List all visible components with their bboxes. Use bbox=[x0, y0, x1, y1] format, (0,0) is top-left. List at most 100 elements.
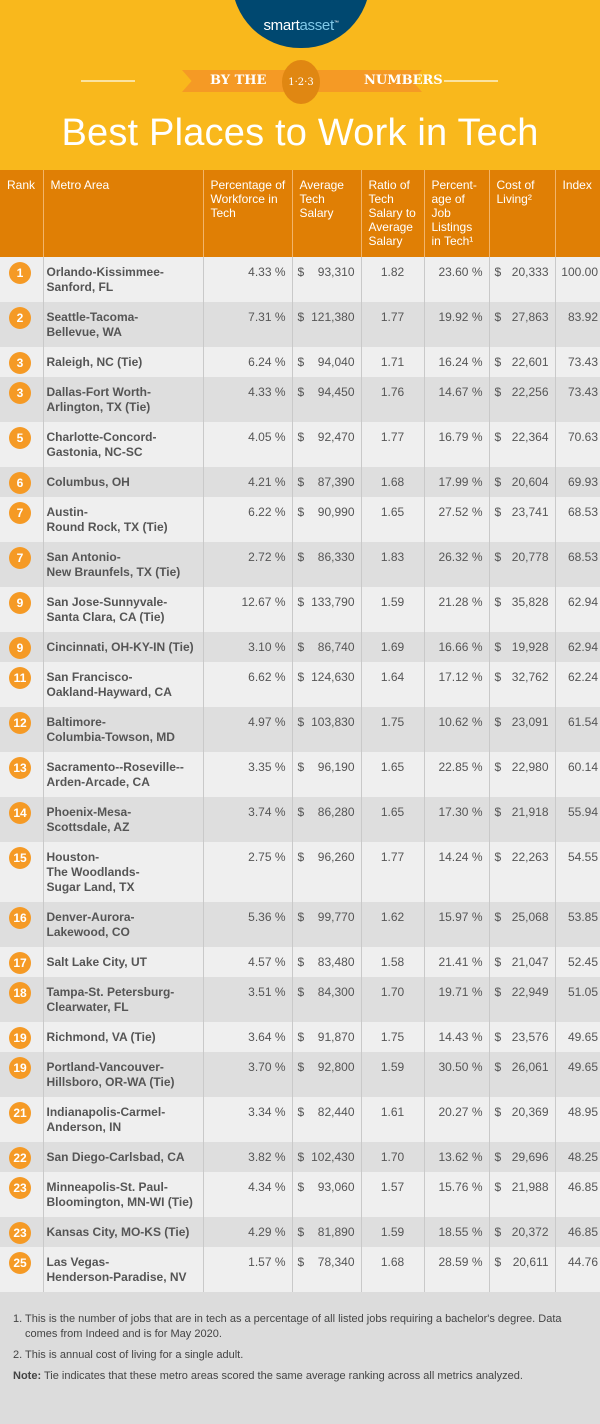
pct-workforce: 3.51 % bbox=[202, 977, 292, 1022]
avg-salary-cell: $103,830 bbox=[291, 707, 361, 752]
rank-badge: 19 bbox=[9, 1027, 31, 1049]
currency: $ bbox=[297, 1030, 305, 1044]
avg-salary: 99,770 bbox=[317, 910, 355, 924]
table-row: 7 San Antonio- New Braunfels, TX (Tie) 2… bbox=[0, 542, 600, 587]
index-score: 46.85 bbox=[554, 1217, 600, 1247]
logo-text-accent: asset bbox=[299, 17, 334, 34]
table-row: 3 Dallas-Fort Worth- Arlington, TX (Tie)… bbox=[0, 377, 600, 422]
index-score: 73.43 bbox=[554, 377, 600, 422]
logo-text: smart bbox=[263, 17, 300, 34]
currency: $ bbox=[297, 475, 305, 489]
rankings-table: Rank Metro Area Percentage of Workforce … bbox=[0, 170, 600, 1292]
index-score: 73.43 bbox=[554, 347, 600, 377]
job-listings-pct: 20.27 % bbox=[423, 1097, 489, 1142]
job-listings-pct: 17.12 % bbox=[423, 662, 489, 707]
banner-right-text: NUMBERS bbox=[364, 73, 443, 88]
metro-area: Charlotte-Concord- Gastonia, NC-SC bbox=[42, 422, 203, 467]
rank-badge: 7 bbox=[9, 547, 31, 569]
cost-of-living-cell: $23,576 bbox=[488, 1022, 555, 1052]
divider-left bbox=[81, 80, 135, 82]
metro-area: Sacramento--Roseville-- Arden-Arcade, CA bbox=[42, 752, 203, 797]
note-text: Tie indicates that these metro areas sco… bbox=[41, 1370, 523, 1382]
cost-of-living-cell: $20,372 bbox=[488, 1217, 555, 1247]
pct-workforce: 4.05 % bbox=[202, 422, 292, 467]
currency: $ bbox=[494, 385, 502, 399]
avg-salary: 82,440 bbox=[317, 1105, 355, 1119]
col-cost-of-living: Cost of Living² bbox=[488, 170, 555, 257]
rank-cell: 3 bbox=[0, 377, 43, 422]
job-listings-pct: 21.28 % bbox=[423, 587, 489, 632]
salary-ratio: 1.68 bbox=[360, 467, 424, 497]
cost-of-living-cell: $25,068 bbox=[488, 902, 555, 947]
rank-badge: 23 bbox=[9, 1222, 31, 1244]
cost-of-living-cell: $35,828 bbox=[488, 587, 555, 632]
job-listings-pct: 19.92 % bbox=[423, 302, 489, 347]
footnote-text: This is the number of jobs that are in t… bbox=[25, 1313, 562, 1340]
rank-badge: 12 bbox=[9, 712, 31, 734]
metro-area: Kansas City, MO-KS (Tie) bbox=[42, 1217, 203, 1247]
cost-of-living-cell: $22,980 bbox=[488, 752, 555, 797]
metro-area: Indianapolis-Carmel- Anderson, IN bbox=[42, 1097, 203, 1142]
avg-salary-cell: $93,310 bbox=[291, 257, 361, 302]
avg-salary: 92,800 bbox=[317, 1060, 355, 1074]
rank-badge: 22 bbox=[9, 1147, 31, 1169]
rank-badge: 25 bbox=[9, 1252, 31, 1274]
currency: $ bbox=[297, 1255, 305, 1269]
job-listings-pct: 21.41 % bbox=[423, 947, 489, 977]
rank-cell: 21 bbox=[0, 1097, 43, 1142]
avg-salary-cell: $99,770 bbox=[291, 902, 361, 947]
rank-cell: 7 bbox=[0, 542, 43, 587]
currency: $ bbox=[297, 1150, 305, 1164]
metro-area: Portland-Vancouver- Hillsboro, OR-WA (Ti… bbox=[42, 1052, 203, 1097]
avg-salary-cell: $91,870 bbox=[291, 1022, 361, 1052]
cost-of-living: 32,762 bbox=[511, 670, 549, 684]
currency: $ bbox=[297, 430, 305, 444]
table-header: Rank Metro Area Percentage of Workforce … bbox=[0, 170, 600, 257]
avg-salary: 96,190 bbox=[317, 760, 355, 774]
table-row: 19 Portland-Vancouver- Hillsboro, OR-WA … bbox=[0, 1052, 600, 1097]
avg-salary-cell: $94,450 bbox=[291, 377, 361, 422]
job-listings-pct: 23.60 % bbox=[423, 257, 489, 302]
table-row: 5 Charlotte-Concord- Gastonia, NC-SC 4.0… bbox=[0, 422, 600, 467]
index-score: 70.63 bbox=[554, 422, 600, 467]
avg-salary-cell: $83,480 bbox=[291, 947, 361, 977]
pct-workforce: 6.62 % bbox=[202, 662, 292, 707]
metro-area: Salt Lake City, UT bbox=[42, 947, 203, 977]
avg-salary: 86,330 bbox=[317, 550, 355, 564]
salary-ratio: 1.59 bbox=[360, 1217, 424, 1247]
avg-salary: 87,390 bbox=[317, 475, 355, 489]
rank-cell: 18 bbox=[0, 977, 43, 1022]
table-row: 19 Richmond, VA (Tie) 3.64 % $91,870 1.7… bbox=[0, 1022, 600, 1052]
currency: $ bbox=[297, 385, 305, 399]
cost-of-living-cell: $20,611 bbox=[488, 1247, 555, 1292]
avg-salary: 124,630 bbox=[311, 670, 355, 684]
salary-ratio: 1.57 bbox=[360, 1172, 424, 1217]
table-row: 16 Denver-Aurora- Lakewood, CO 5.36 % $9… bbox=[0, 902, 600, 947]
pct-workforce: 1.57 % bbox=[202, 1247, 292, 1292]
cost-of-living: 23,741 bbox=[511, 505, 549, 519]
rank-cell: 2 bbox=[0, 302, 43, 347]
rank-badge: 6 bbox=[9, 472, 31, 494]
metro-area: Cincinnati, OH-KY-IN (Tie) bbox=[42, 632, 203, 662]
job-listings-pct: 13.62 % bbox=[423, 1142, 489, 1172]
metro-area: San Jose-Sunnyvale- Santa Clara, CA (Tie… bbox=[42, 587, 203, 632]
rank-badge: 7 bbox=[9, 502, 31, 524]
currency: $ bbox=[297, 640, 305, 654]
cost-of-living: 27,863 bbox=[511, 310, 549, 324]
job-listings-pct: 26.32 % bbox=[423, 542, 489, 587]
currency: $ bbox=[494, 1255, 502, 1269]
cost-of-living-cell: $20,369 bbox=[488, 1097, 555, 1142]
rank-badge: 3 bbox=[9, 382, 31, 404]
rank-badge: 23 bbox=[9, 1177, 31, 1199]
rank-cell: 11 bbox=[0, 662, 43, 707]
currency: $ bbox=[494, 1180, 502, 1194]
table-row: 25 Las Vegas- Henderson-Paradise, NV 1.5… bbox=[0, 1247, 600, 1292]
note: Note: Tie indicates that these metro are… bbox=[13, 1369, 586, 1384]
job-listings-pct: 28.59 % bbox=[423, 1247, 489, 1292]
job-listings-pct: 17.30 % bbox=[423, 797, 489, 842]
pct-workforce: 3.70 % bbox=[202, 1052, 292, 1097]
salary-ratio: 1.69 bbox=[360, 632, 424, 662]
index-score: 68.53 bbox=[554, 497, 600, 542]
cost-of-living: 20,333 bbox=[511, 265, 549, 279]
pct-workforce: 3.10 % bbox=[202, 632, 292, 662]
